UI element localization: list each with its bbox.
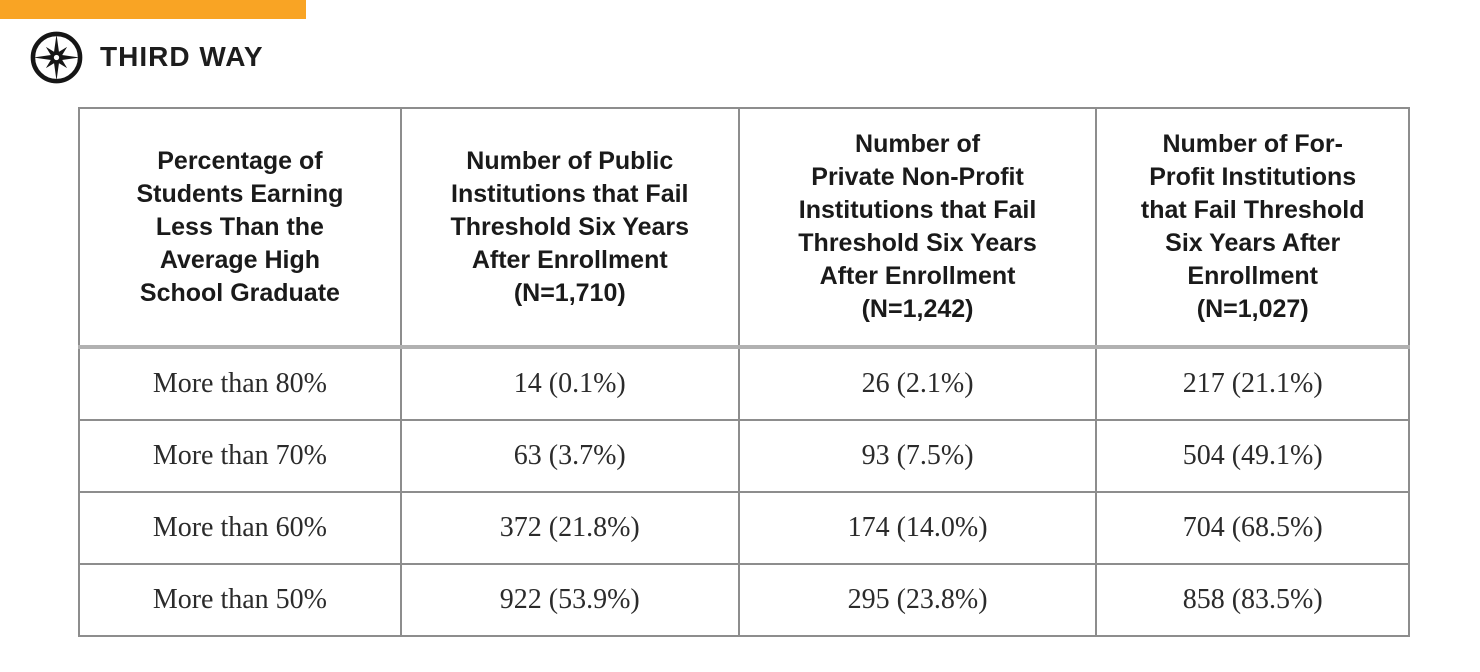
row-label: More than 50% [78, 563, 402, 637]
brand-header: THIRD WAY [29, 29, 264, 85]
row-label: More than 60% [78, 491, 402, 565]
table-row: More than 60% 372 (21.8%) 174 (14.0%) 70… [78, 491, 1410, 565]
col-header-for-profit-institutions: Number of For- Profit Institutions that … [1095, 107, 1410, 349]
table-row: More than 80% 14 (0.1%) 26 (2.1%) 217 (2… [78, 346, 1410, 421]
cell-for-profit: 858 (83.5%) [1095, 563, 1410, 637]
cell-public: 372 (21.8%) [399, 491, 740, 565]
table-header-row: Percentage of Students Earning Less Than… [78, 107, 1410, 349]
cell-for-profit: 217 (21.1%) [1095, 346, 1410, 421]
cell-private-nonprofit: 93 (7.5%) [737, 419, 1098, 493]
row-label: More than 70% [78, 419, 402, 493]
cell-private-nonprofit: 26 (2.1%) [737, 346, 1098, 421]
col-header-private-nonprofit-institutions: Number of Private Non-Profit Institution… [737, 107, 1098, 349]
table-row: More than 50% 922 (53.9%) 295 (23.8%) 85… [78, 563, 1410, 637]
institutions-fail-threshold-table: Percentage of Students Earning Less Than… [78, 107, 1410, 637]
cell-public: 922 (53.9%) [399, 563, 740, 637]
brand-wordmark: THIRD WAY [100, 41, 264, 72]
cell-private-nonprofit: 174 (14.0%) [737, 491, 1098, 565]
cell-public: 14 (0.1%) [399, 346, 740, 421]
table-container: Percentage of Students Earning Less Than… [78, 107, 1410, 637]
cell-for-profit: 704 (68.5%) [1095, 491, 1410, 565]
cell-for-profit: 504 (49.1%) [1095, 419, 1410, 493]
col-header-percentage-threshold: Percentage of Students Earning Less Than… [78, 107, 402, 349]
cell-public: 63 (3.7%) [399, 419, 740, 493]
col-header-public-institutions: Number of Public Institutions that Fail … [399, 107, 740, 349]
cell-private-nonprofit: 295 (23.8%) [737, 563, 1098, 637]
table-row: More than 70% 63 (3.7%) 93 (7.5%) 504 (4… [78, 419, 1410, 493]
compass-star-icon [30, 31, 83, 83]
brand-accent-bar [0, 0, 306, 19]
row-label: More than 80% [78, 346, 402, 421]
